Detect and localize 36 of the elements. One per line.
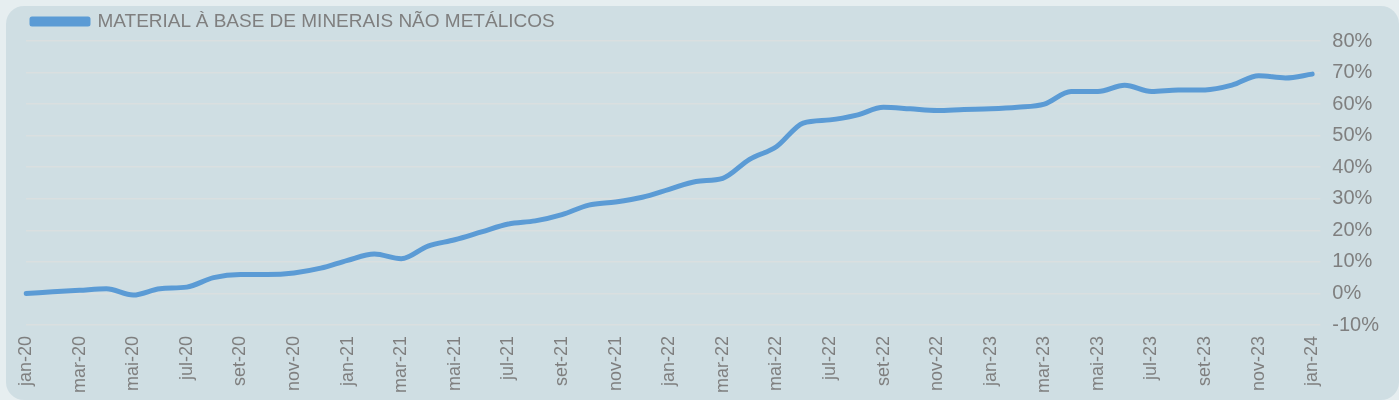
x-tick-label: set-21 [550,335,571,387]
y-tick-label: 0% [1332,280,1362,303]
x-tick-label: set-22 [872,335,893,387]
x-tick-label: mar-20 [68,335,89,393]
x-tick-label: mar-21 [390,335,411,393]
x-tick-label: mar-23 [1033,335,1054,393]
legend-label: MATERIAL À BASE DE MINERAIS NÃO METÁLICOS [97,9,555,31]
x-tick-label: jan-23 [979,335,1000,388]
y-tick-label: 80% [1332,28,1373,51]
x-tick-label: nov-22 [926,335,947,392]
x-tick-label: mai-20 [122,335,143,392]
x-tick-label: jul-21 [497,335,518,382]
x-tick-label: jul-22 [818,335,839,382]
x-tick-label: jul-20 [175,335,196,382]
x-tick-label: set-20 [229,335,250,387]
x-tick-label: mar-22 [711,335,732,393]
y-tick-label: 70% [1332,60,1373,83]
x-tick-label: set-23 [1194,335,1215,387]
x-tick-label: mai-22 [765,335,786,392]
x-tick-label: jan-22 [658,335,679,388]
x-tick-label: nov-20 [282,335,303,392]
y-tick-label: 10% [1332,249,1373,272]
x-tick-label: mai-21 [443,335,464,392]
y-tick-label: -10% [1332,312,1380,335]
x-tick-label: nov-21 [604,335,625,392]
x-tick-label: nov-23 [1247,335,1268,392]
x-tick-label: jan-24 [1301,335,1322,388]
y-tick-label: 20% [1332,217,1373,240]
x-tick-label: mai-23 [1086,335,1107,392]
y-tick-label: 30% [1332,186,1373,209]
y-tick-label: 40% [1332,154,1373,177]
x-tick-label: jul-23 [1140,335,1161,382]
y-tick-label: 60% [1332,91,1373,114]
x-tick-label: jan-21 [336,335,357,388]
x-tick-label: jan-20 [14,335,35,388]
y-tick-label: 50% [1332,123,1373,146]
